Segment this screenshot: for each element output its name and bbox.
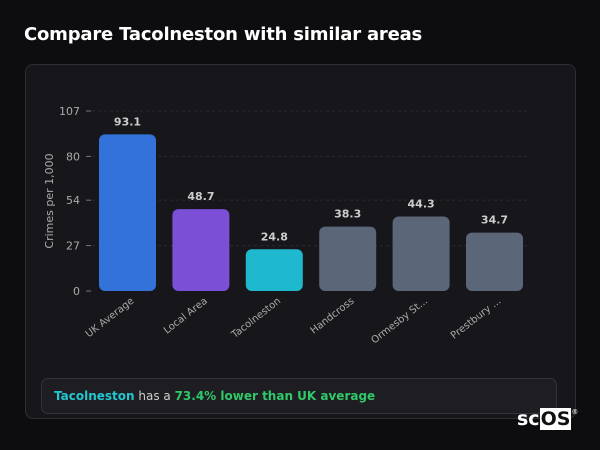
summary-area: Tacolneston: [54, 389, 135, 403]
bar-value-label: 44.3: [408, 197, 435, 210]
x-tick-label: Ormesby St...: [369, 296, 429, 347]
bar: [99, 134, 156, 291]
summary-text: has a: [134, 389, 175, 403]
summary-box: Tacolneston has a 73.4% lower than UK av…: [41, 378, 557, 414]
y-tick-label: 54: [66, 194, 80, 207]
scos-logo: scOS®: [517, 408, 579, 430]
y-tick-label: 0: [73, 285, 80, 298]
bar-value-label: 48.7: [187, 190, 214, 203]
summary-highlight: 73.4% lower than UK average: [174, 389, 376, 403]
bar: [172, 209, 230, 291]
x-tick-label: Local Area: [162, 296, 210, 337]
y-tick-label: 107: [59, 105, 80, 118]
y-tick-label: 80: [66, 150, 80, 163]
x-tick-label: UK Average: [84, 296, 137, 340]
x-tick-label: Prestbury ...: [449, 296, 503, 342]
page-title: Compare Tacolneston with similar areas: [24, 24, 423, 45]
bar-value-label: 24.8: [261, 230, 288, 243]
bar: [392, 216, 450, 291]
bar: [466, 232, 523, 291]
y-tick-label: 27: [66, 240, 80, 253]
bar-value-label: 34.7: [481, 214, 508, 227]
bar: [245, 249, 303, 291]
x-tick-label: Handcross: [309, 296, 357, 337]
bar-value-label: 93.1: [114, 115, 141, 128]
bar: [319, 226, 377, 291]
x-tick-label: Tacolneston: [229, 296, 283, 342]
bar-value-label: 38.3: [334, 208, 361, 221]
y-axis-label: Crimes per 1,000: [43, 153, 56, 248]
